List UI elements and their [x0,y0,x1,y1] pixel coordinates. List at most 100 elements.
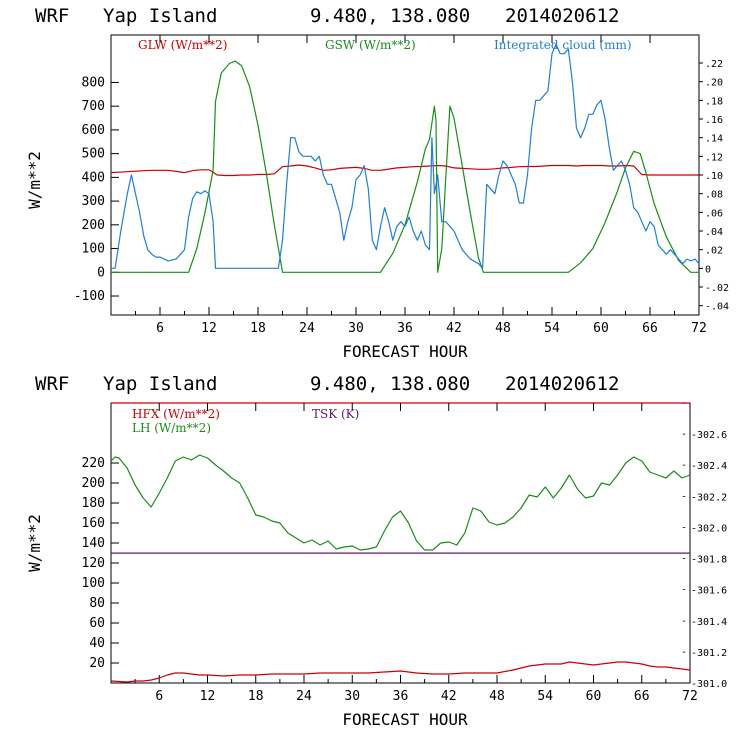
y-tick-label: 400 [82,170,105,185]
series-line-0 [110,164,699,177]
panel1-xlabel: FORECAST HOUR [342,342,468,361]
series-line-1 [111,60,699,273]
y-tick-label: 40 [89,636,105,651]
panel1-plot: 6 12 18 24 30 36 42 48 54 60 66 72 800 700 600 500 400 30… [74,34,729,336]
series-line-1 [110,454,691,551]
y2-tick-label: .08 [705,190,723,201]
legend-tsk: TSK (K) [312,407,359,421]
panel1-ylabel: W/m**2 [25,151,44,209]
y-tick-label: 60 [89,616,105,631]
y2-tick-label: -301.8 [691,555,727,566]
x-tick-label: 30 [344,689,360,704]
x-tick-label: 12 [201,321,217,336]
x-tick-label: 60 [593,321,609,336]
y-tick-label: 800 [82,75,105,90]
y-tick-label: 200 [82,476,105,491]
panel1-location: Yap Island [103,5,217,27]
y2-dash-marker: - [681,585,687,596]
x-tick-label: 18 [250,321,266,336]
y2-tick-label: .04 [705,227,723,238]
legend-hfx: HFX (W/m**2) [132,407,220,421]
y2-dash-marker: - [681,647,687,658]
y2-tick-label: .06 [705,208,723,219]
y-tick-label: 200 [82,218,105,233]
y-tick-label: -100 [74,289,105,304]
panel2-location: Yap Island [103,373,217,395]
y2-tick-label: -301.4 [691,617,727,628]
x-tick-label: 42 [441,689,457,704]
y2-tick-label: -301.0 [691,679,727,690]
y2-tick-label: .12 [705,152,723,163]
y2-tick-label: -302.4 [691,461,727,472]
y2-tick-label: -302.0 [691,523,727,534]
x-tick-label: 72 [691,321,707,336]
x-tick-label: 18 [248,689,264,704]
y-tick-label: 180 [82,496,105,511]
y2-tick-label: .18 [705,96,723,107]
y-tick-label: 300 [82,194,105,209]
x-tick-label: 30 [348,321,364,336]
x-tick-label: 72 [682,689,698,704]
legend-glw: GLW (W/m**2) [138,38,227,52]
y2-tick-label: -301.2 [691,648,727,659]
panel1-init-time: 2014020612 [505,5,619,27]
y2-dash-marker: - [681,429,687,440]
x-tick-label: 66 [642,321,658,336]
y-tick-label: 160 [82,516,105,531]
y2-tick-label: -301.6 [691,586,727,597]
y2-tick-label: -.02 [705,283,729,294]
series-line-0 [110,661,691,683]
x-tick-label: 36 [393,689,409,704]
panel2-coords: 9.480, 138.080 [310,373,470,395]
panel2-model-label: WRF [35,373,69,395]
x-tick-label: 48 [489,689,505,704]
panel1-model-label: WRF [35,5,69,27]
y2-tick-label: -302.6 [691,430,727,441]
y2-tick-label: -302.2 [691,492,727,503]
y-tick-label: 500 [82,147,105,162]
y2-tick-label: .16 [705,115,723,126]
y2-tick-label: .20 [705,78,723,89]
plot-frame [110,402,691,684]
x-tick-label: 54 [537,689,553,704]
y2-tick-label: .22 [705,59,723,70]
x-tick-label: 24 [299,321,315,336]
legend-lh: LH (W/m**2) [132,421,211,435]
plot-frame [110,34,700,316]
x-tick-label: 54 [544,321,560,336]
y-tick-label: 600 [82,123,105,138]
panel2-ylabel: W/m**2 [25,514,44,572]
y-tick-label: 220 [82,456,105,471]
y2-tick-label: 0 [705,264,711,275]
y2-dash-marker: - [681,491,687,502]
x-tick-label: 24 [296,689,312,704]
panel2-init-time: 2014020612 [505,373,619,395]
x-tick-label: 6 [155,689,163,704]
y2-dash-marker: - [681,460,687,471]
x-tick-label: 66 [634,689,650,704]
y-tick-label: 80 [89,596,105,611]
y2-tick-label: -.04 [705,302,729,313]
y-tick-label: 100 [82,576,105,591]
y2-tick-label: .02 [705,246,723,257]
y2-dash-marker: - [681,678,687,689]
y2-tick-label: .10 [705,171,723,182]
x-tick-label: 6 [156,321,164,336]
y2-dash-marker: - [681,522,687,533]
y-tick-label: 0 [97,265,105,280]
panel2-xlabel: FORECAST HOUR [342,710,468,729]
y-tick-label: 100 [82,242,105,257]
y2-dash-marker: - [681,398,687,409]
legend-gsw: GSW (W/m**2) [325,38,416,52]
x-tick-label: 48 [495,321,511,336]
y-tick-label: 700 [82,99,105,114]
panel1-coords: 9.480, 138.080 [310,5,470,27]
y2-dash-marker: - [681,616,687,627]
y-tick-label: 20 [89,656,105,671]
y-tick-label: 140 [82,536,105,551]
x-tick-label: 36 [397,321,413,336]
x-tick-label: 12 [200,689,216,704]
x-tick-label: 42 [446,321,462,336]
